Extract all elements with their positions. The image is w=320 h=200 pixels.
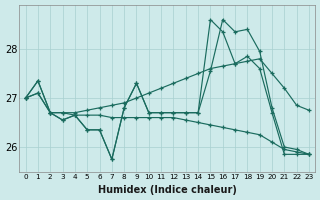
X-axis label: Humidex (Indice chaleur): Humidex (Indice chaleur) bbox=[98, 185, 237, 195]
